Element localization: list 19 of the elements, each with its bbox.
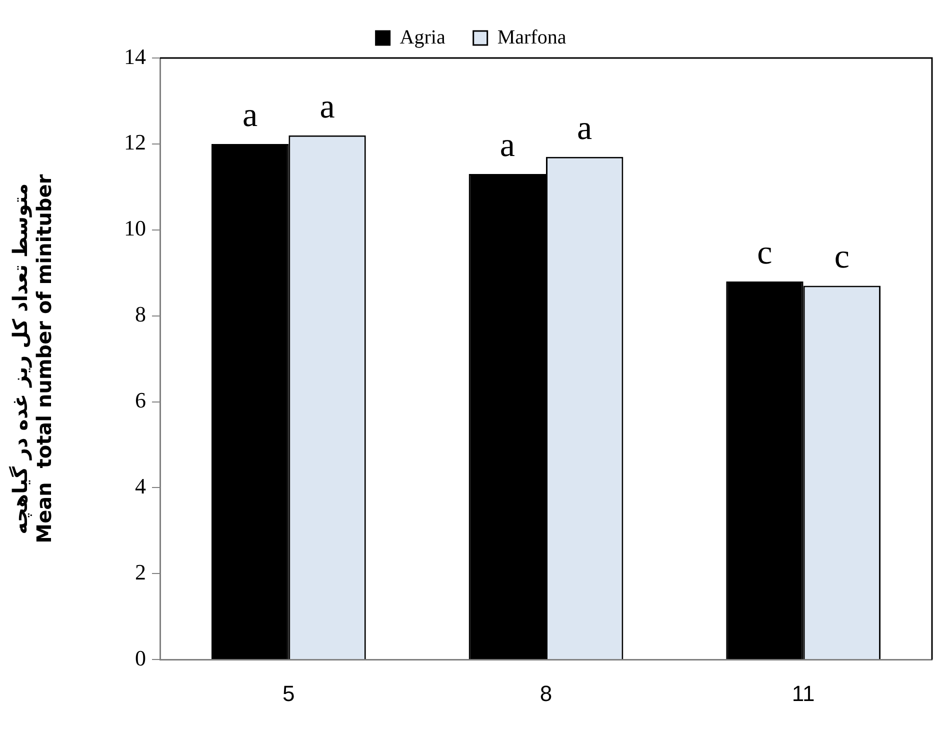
annotation: a xyxy=(320,88,335,126)
x-tick-label: 11 xyxy=(792,680,815,706)
y-tick-label: 14 xyxy=(124,44,146,69)
y-tick-label: 12 xyxy=(124,130,146,155)
y-tick-label: 4 xyxy=(135,473,146,498)
y-tick-label: 8 xyxy=(135,302,146,327)
y-tick-label: 2 xyxy=(135,559,146,584)
annotation: a xyxy=(242,96,258,134)
annotation: c xyxy=(834,238,850,276)
annotation: a xyxy=(500,126,515,164)
annotation: a xyxy=(577,110,592,147)
y-tick-label: 6 xyxy=(135,388,146,413)
y-tick-label: 10 xyxy=(124,216,146,241)
legend-label: Marfona xyxy=(497,26,566,48)
annotation: c xyxy=(757,234,772,272)
y-tick-label: 0 xyxy=(135,645,146,670)
x-tick-label: 8 xyxy=(540,680,552,706)
x-tick-label: 5 xyxy=(282,680,295,706)
legend-label: Agria xyxy=(400,26,446,48)
